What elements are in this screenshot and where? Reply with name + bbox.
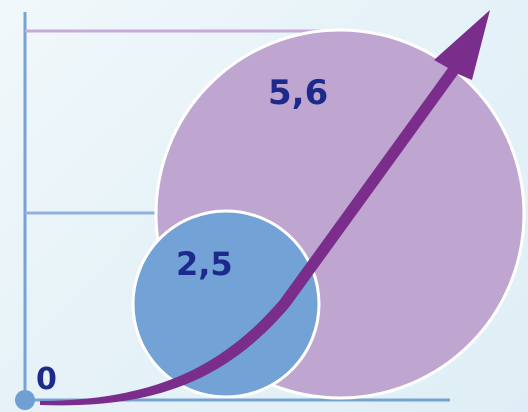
label-small-circle: 2,5 xyxy=(176,245,233,283)
curved-arrow-icon xyxy=(40,10,490,406)
label-zero: 0 xyxy=(36,362,57,397)
label-large-circle: 5,6 xyxy=(268,73,328,113)
origin-dot xyxy=(15,390,35,410)
small-circle xyxy=(131,209,321,399)
